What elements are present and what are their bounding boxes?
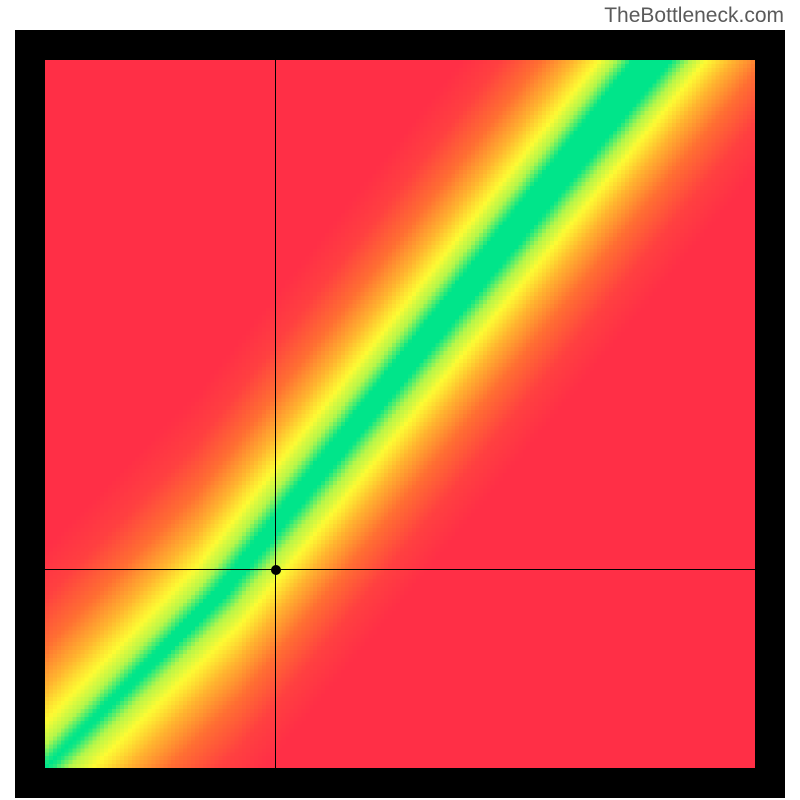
- crosshair-horizontal: [45, 569, 755, 570]
- crosshair-vertical: [275, 60, 276, 768]
- watermark-text: TheBottleneck.com: [604, 4, 784, 28]
- marker-dot: [271, 565, 281, 575]
- plot-area: [45, 60, 755, 768]
- heatmap-canvas: [45, 60, 755, 768]
- chart-container: TheBottleneck.com: [0, 0, 800, 800]
